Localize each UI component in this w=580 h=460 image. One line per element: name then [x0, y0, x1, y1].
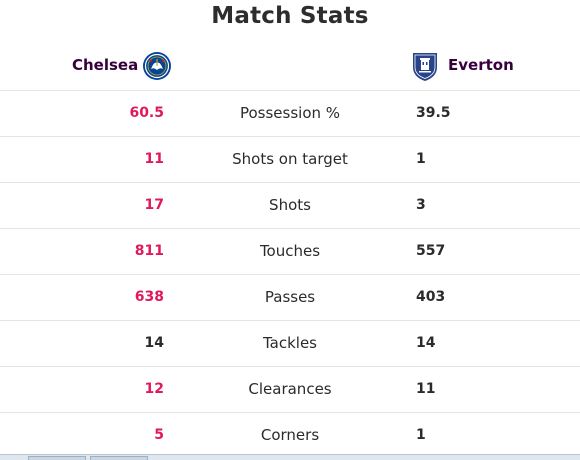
taskbar-strip [0, 454, 580, 460]
away-stat-value: 1 [416, 427, 426, 443]
stat-label: Shots [269, 196, 311, 214]
stat-label: Passes [264, 288, 316, 306]
taskbar-button[interactable] [28, 456, 86, 460]
taskbar-button[interactable] [90, 456, 148, 460]
chelsea-crest-icon [142, 50, 172, 82]
home-stat-value: 11 [144, 151, 164, 167]
away-team-name: Everton [448, 56, 514, 74]
home-stat-value: 811 [134, 243, 164, 259]
stat-row: 17 Shots 3 [0, 182, 580, 228]
home-stat-value: 638 [134, 289, 164, 305]
stat-row: 5 Corners 1 [0, 412, 580, 458]
stat-label: Possession % [239, 104, 341, 122]
stat-label: Shots on target [232, 150, 348, 168]
home-stat-value: 5 [154, 427, 164, 443]
teams-header: Chelsea Everton [0, 44, 580, 90]
stat-row: 638 Passes 403 [0, 274, 580, 320]
stat-row: 811 Touches 557 [0, 228, 580, 274]
stat-label: Touches [259, 242, 321, 260]
stat-row: 14 Tackles 14 [0, 320, 580, 366]
page-title: Match Stats [211, 3, 369, 29]
home-stat-value: 14 [144, 335, 164, 351]
stat-row: 12 Clearances 11 [0, 366, 580, 412]
stats-table: 60.5 Possession % 39.5 11 Shots on target 1 17… [0, 90, 580, 458]
stat-row: 60.5 Possession % 39.5 [0, 90, 580, 136]
home-stat-value: 17 [144, 197, 164, 213]
away-stat-value: 11 [416, 381, 436, 397]
stat-row: 11 Shots on target 1 [0, 136, 580, 182]
everton-crest-icon [410, 50, 440, 82]
stat-label: Clearances [248, 380, 332, 398]
away-stat-value: 39.5 [416, 105, 451, 121]
away-stat-value: 1 [416, 151, 426, 167]
home-team-name: Chelsea [72, 56, 139, 74]
stat-label: Tackles [262, 334, 318, 352]
home-stat-value: 60.5 [129, 105, 164, 121]
stat-label: Corners [260, 426, 320, 444]
home-stat-value: 12 [144, 381, 164, 397]
away-stat-value: 403 [416, 289, 446, 305]
away-stat-value: 14 [416, 335, 436, 351]
away-stat-value: 557 [416, 243, 446, 259]
away-stat-value: 3 [416, 197, 426, 213]
